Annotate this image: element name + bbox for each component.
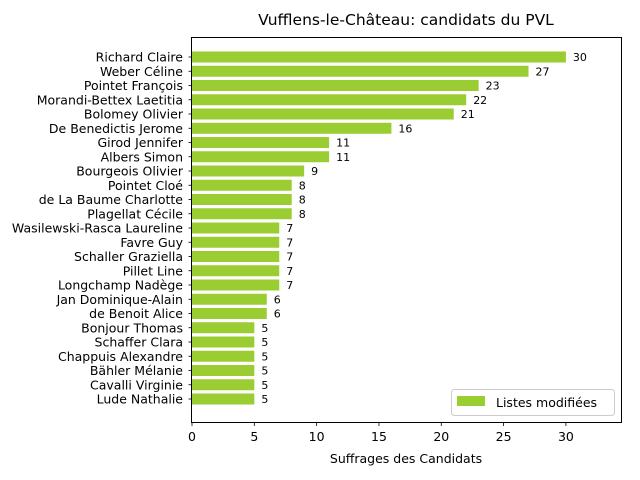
x-tick-label: 0 — [188, 429, 196, 444]
data-label: 22 — [473, 94, 487, 107]
bar — [192, 308, 267, 319]
data-label: 7 — [286, 279, 293, 292]
data-label: 5 — [261, 393, 268, 406]
bar — [192, 80, 479, 91]
bar — [192, 350, 255, 362]
category-label: Schaller Graziella — [74, 249, 183, 264]
x-tick-label: 20 — [433, 429, 449, 444]
bar — [192, 65, 529, 77]
bar — [192, 222, 280, 234]
bar — [192, 122, 392, 134]
bar — [192, 208, 292, 220]
data-label: 8 — [299, 208, 306, 221]
category-label: Favre Guy — [120, 235, 183, 250]
legend-box — [451, 389, 615, 416]
x-ticks-group: 0 5 10 15 20 25 30 — [188, 422, 574, 444]
data-label: 11 — [336, 151, 350, 164]
bar — [192, 293, 267, 305]
category-label: de Benoit Alice — [89, 306, 183, 321]
bar — [192, 379, 255, 391]
category-label: Morandi-Bettex Laetitia — [37, 92, 183, 107]
category-label: Richard Claire — [96, 50, 184, 65]
bar — [192, 165, 305, 177]
legend-label: Listes modifiées — [496, 395, 597, 410]
bar — [192, 51, 566, 63]
data-label: 21 — [461, 108, 475, 121]
category-label: Pillet Line — [123, 263, 184, 278]
category-label: Plagellat Cécile — [87, 206, 183, 221]
data-label: 5 — [261, 350, 268, 363]
category-label: Schaffer Clara — [95, 335, 183, 350]
bars-group — [192, 51, 566, 405]
data-label: 7 — [286, 236, 293, 249]
bar — [192, 94, 467, 106]
data-label: 9 — [311, 165, 318, 178]
bar — [192, 194, 292, 205]
x-tick-label: 5 — [250, 429, 258, 444]
bar — [192, 236, 280, 248]
category-label: Weber Céline — [100, 64, 183, 79]
category-label: Lude Nathalie — [97, 392, 184, 407]
category-label: Pointet Cloé — [108, 178, 183, 193]
data-label: 16 — [398, 122, 412, 135]
bar — [192, 393, 255, 405]
x-tick-label: 25 — [496, 429, 512, 444]
bar — [192, 251, 280, 262]
category-label: de La Baume Charlotte — [39, 192, 184, 207]
category-label: Albers Simon — [101, 149, 183, 164]
bar — [192, 336, 255, 348]
category-label: De Benedictis Jerome — [49, 121, 183, 136]
legend-swatch — [457, 396, 485, 406]
bar — [192, 365, 255, 376]
category-label: Wasilewski-Rasca Laureline — [12, 221, 183, 236]
data-label: 5 — [261, 322, 268, 335]
data-label: 5 — [261, 365, 268, 378]
data-label: 7 — [286, 222, 293, 235]
category-label: Longchamp Nadège — [58, 278, 183, 293]
category-label: Cavalli Virginie — [90, 377, 183, 392]
bar — [192, 279, 280, 291]
data-label: 27 — [536, 65, 550, 78]
category-label: Chappuis Alexandre — [58, 349, 183, 364]
bar — [192, 108, 454, 120]
category-label: Girod Jennifer — [97, 135, 183, 150]
x-tick-label: 10 — [309, 429, 325, 444]
x-axis-label: Suffrages des Candidats — [330, 451, 482, 466]
data-label: 23 — [486, 80, 500, 93]
category-label: Bolomey Olivier — [84, 107, 184, 122]
category-label: Bourgeois Olivier — [76, 164, 184, 179]
data-label: 5 — [261, 336, 268, 349]
data-label: 8 — [299, 194, 306, 207]
data-label: 8 — [299, 179, 306, 192]
category-label: Jan Dominique-Alain — [56, 292, 183, 307]
legend: Listes modifiées — [451, 389, 615, 416]
data-label: 11 — [336, 137, 350, 150]
data-label: 7 — [286, 251, 293, 264]
category-label: Pointet François — [84, 78, 183, 93]
bar — [192, 322, 255, 334]
plot-frame — [191, 37, 622, 423]
bar — [192, 137, 330, 148]
data-label: 7 — [286, 265, 293, 278]
category-label: Bonjour Thomas — [81, 320, 183, 335]
bar — [192, 151, 330, 163]
data-label: 6 — [274, 293, 281, 306]
category-label: Bähler Mélanie — [90, 363, 183, 378]
data-label: 30 — [573, 51, 587, 64]
data-label: 5 — [261, 379, 268, 392]
bar — [192, 179, 292, 191]
x-tick-label: 15 — [371, 429, 387, 444]
bar — [192, 265, 280, 277]
chart-title: Vufflens-le-Château: candidats du PVL — [258, 11, 554, 29]
data-label: 6 — [274, 308, 281, 321]
x-tick-label: 30 — [558, 429, 574, 444]
